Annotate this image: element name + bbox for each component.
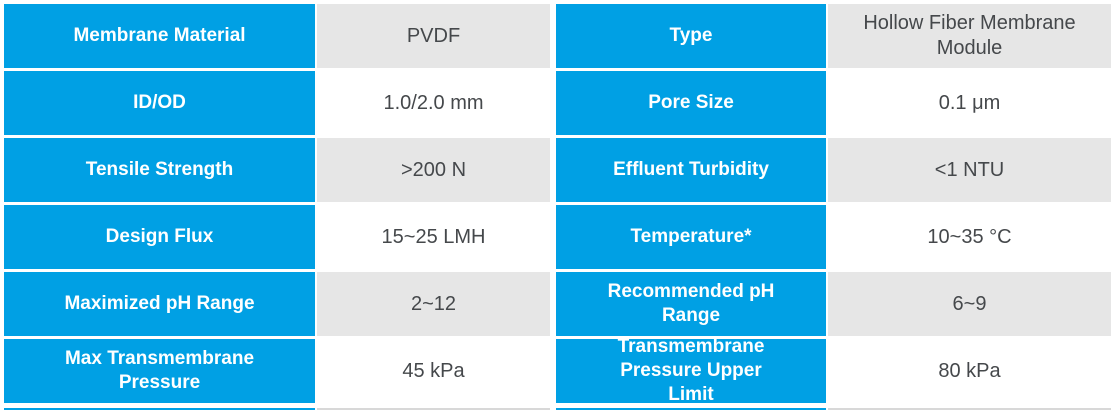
spec-label-id-od: ID/OD [4, 71, 315, 135]
table-row: Recommended pH Range 6~9 [556, 272, 1111, 336]
bottom-border-label-segment [556, 408, 826, 410]
spec-value-effluent-turbidity: <1 NTU [828, 138, 1111, 202]
table-row: Maximized pH Range 2~12 [4, 272, 550, 336]
spec-label-effluent-turbidity: Effluent Turbidity [556, 138, 826, 202]
table-row: Effluent Turbidity <1 NTU [556, 138, 1111, 202]
spec-value-type: Hollow Fiber Membrane Module [828, 4, 1111, 68]
spec-value-id-od: 1.0/2.0 mm [317, 71, 550, 135]
bottom-border-label-segment [4, 408, 315, 410]
spec-label-design-flux: Design Flux [4, 205, 315, 269]
spec-value-max-transmembrane-pressure: 45 kPa [317, 339, 550, 403]
spec-value-pore-size: 0.1 μm [828, 71, 1111, 135]
table-row: Temperature* 10~35 °C [556, 205, 1111, 269]
spec-value-membrane-material: PVDF [317, 4, 550, 68]
table-row: Tensile Strength >200 N [4, 138, 550, 202]
spec-label-tensile-strength: Tensile Strength [4, 138, 315, 202]
spec-label-maximized-ph-range: Maximized pH Range [4, 272, 315, 336]
spec-label-recommended-ph-range: Recommended pH Range [556, 272, 826, 336]
spec-label-transmembrane-pressure-upper-limit: Transmembrane Pressure Upper Limit [556, 336, 826, 405]
spec-label-max-transmembrane-pressure: Max Transmembrane Pressure [4, 339, 315, 403]
table-bottom-border [4, 408, 550, 410]
spec-value-transmembrane-pressure-upper-limit: 80 kPa [828, 339, 1111, 403]
spec-table-right-half: Type Hollow Fiber Membrane Module Pore S… [556, 4, 1111, 410]
bottom-border-value-segment [317, 408, 550, 410]
spec-label-membrane-material: Membrane Material [4, 4, 315, 68]
table-row: Type Hollow Fiber Membrane Module [556, 4, 1111, 68]
spec-label-pore-size: Pore Size [556, 71, 826, 135]
spec-value-temperature: 10~35 °C [828, 205, 1111, 269]
table-row: ID/OD 1.0/2.0 mm [4, 71, 550, 135]
spec-value-maximized-ph-range: 2~12 [317, 272, 550, 336]
spec-label-type: Type [556, 4, 826, 68]
bottom-border-value-segment [828, 408, 1111, 410]
table-bottom-border [556, 408, 1111, 410]
spec-value-recommended-ph-range: 6~9 [828, 272, 1111, 336]
spec-label-temperature: Temperature* [556, 205, 826, 269]
table-row: Pore Size 0.1 μm [556, 71, 1111, 135]
spec-value-design-flux: 15~25 LMH [317, 205, 550, 269]
table-row: Transmembrane Pressure Upper Limit 80 kP… [556, 336, 1111, 405]
table-row: Design Flux 15~25 LMH [4, 205, 550, 269]
table-row: Max Transmembrane Pressure 45 kPa [4, 339, 550, 403]
table-row: Membrane Material PVDF [4, 4, 550, 68]
spec-value-tensile-strength: >200 N [317, 138, 550, 202]
spec-table-left-half: Membrane Material PVDF ID/OD 1.0/2.0 mm … [4, 4, 550, 410]
